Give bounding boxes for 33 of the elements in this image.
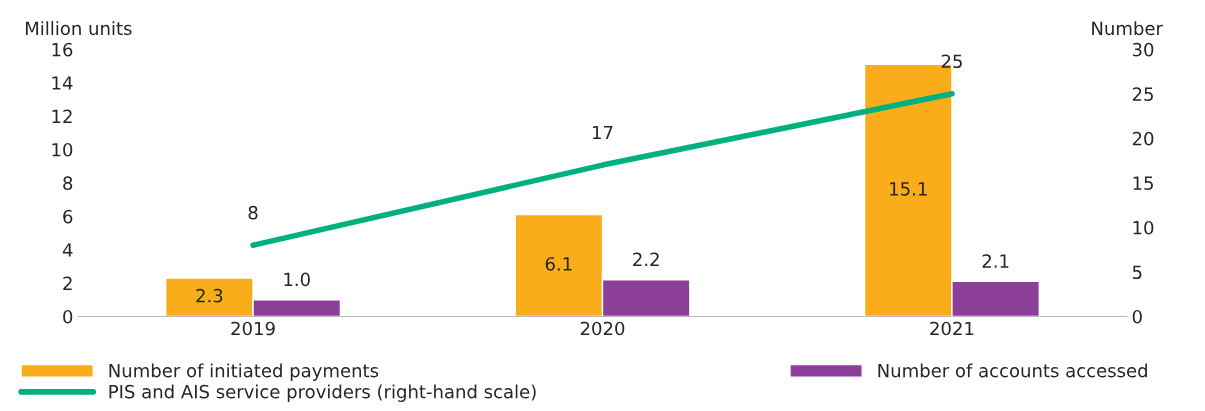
y-tick-label: 10 [52, 142, 73, 157]
y-tick-label: 14 [52, 76, 73, 90]
legend-label: PIS and AIS service providers (right-hand scale) [109, 384, 536, 402]
data-label: 1.0 [284, 272, 310, 287]
y2-tick-label: 25 [1132, 87, 1153, 101]
y-tick-label: 0 [63, 309, 73, 324]
legend-label: Number of initiated payments [109, 363, 379, 381]
x-tick-label: 2019 [231, 321, 275, 336]
y-tick-label: 8 [63, 176, 73, 191]
x-tick-label: 2021 [930, 321, 974, 336]
data-label: 17 [593, 125, 613, 140]
data-label: 25 [941, 54, 962, 69]
data-label: 8 [248, 205, 258, 220]
y2-tick-label: 15 [1133, 176, 1153, 191]
data-label: 6.1 [545, 257, 572, 271]
y-tick-label: 16 [52, 42, 73, 57]
y2-tick-label: 0 [1132, 309, 1142, 324]
y2-tick-label: 20 [1132, 131, 1154, 146]
y2-tick-label: 10 [1133, 220, 1154, 235]
y-axis-title: Million units [25, 21, 132, 36]
legend-label: Number of accounts accessed [878, 363, 1147, 378]
data-label: 2.2 [633, 252, 659, 266]
y-tick-label: 12 [52, 109, 72, 123]
y-tick-label: 6 [63, 209, 73, 224]
y-tick-label: 2 [63, 276, 72, 290]
x-tick-label: 2020 [580, 321, 625, 336]
y2-tick-label: 30 [1132, 42, 1154, 57]
data-label: 15.1 [890, 182, 927, 196]
y2-axis-title: Number [1092, 21, 1163, 36]
data-label: 2.1 [982, 254, 1009, 268]
data-label: 2.3 [196, 288, 223, 303]
y2-tick-label: 5 [1132, 265, 1142, 280]
y-tick-label: 4 [62, 243, 73, 257]
